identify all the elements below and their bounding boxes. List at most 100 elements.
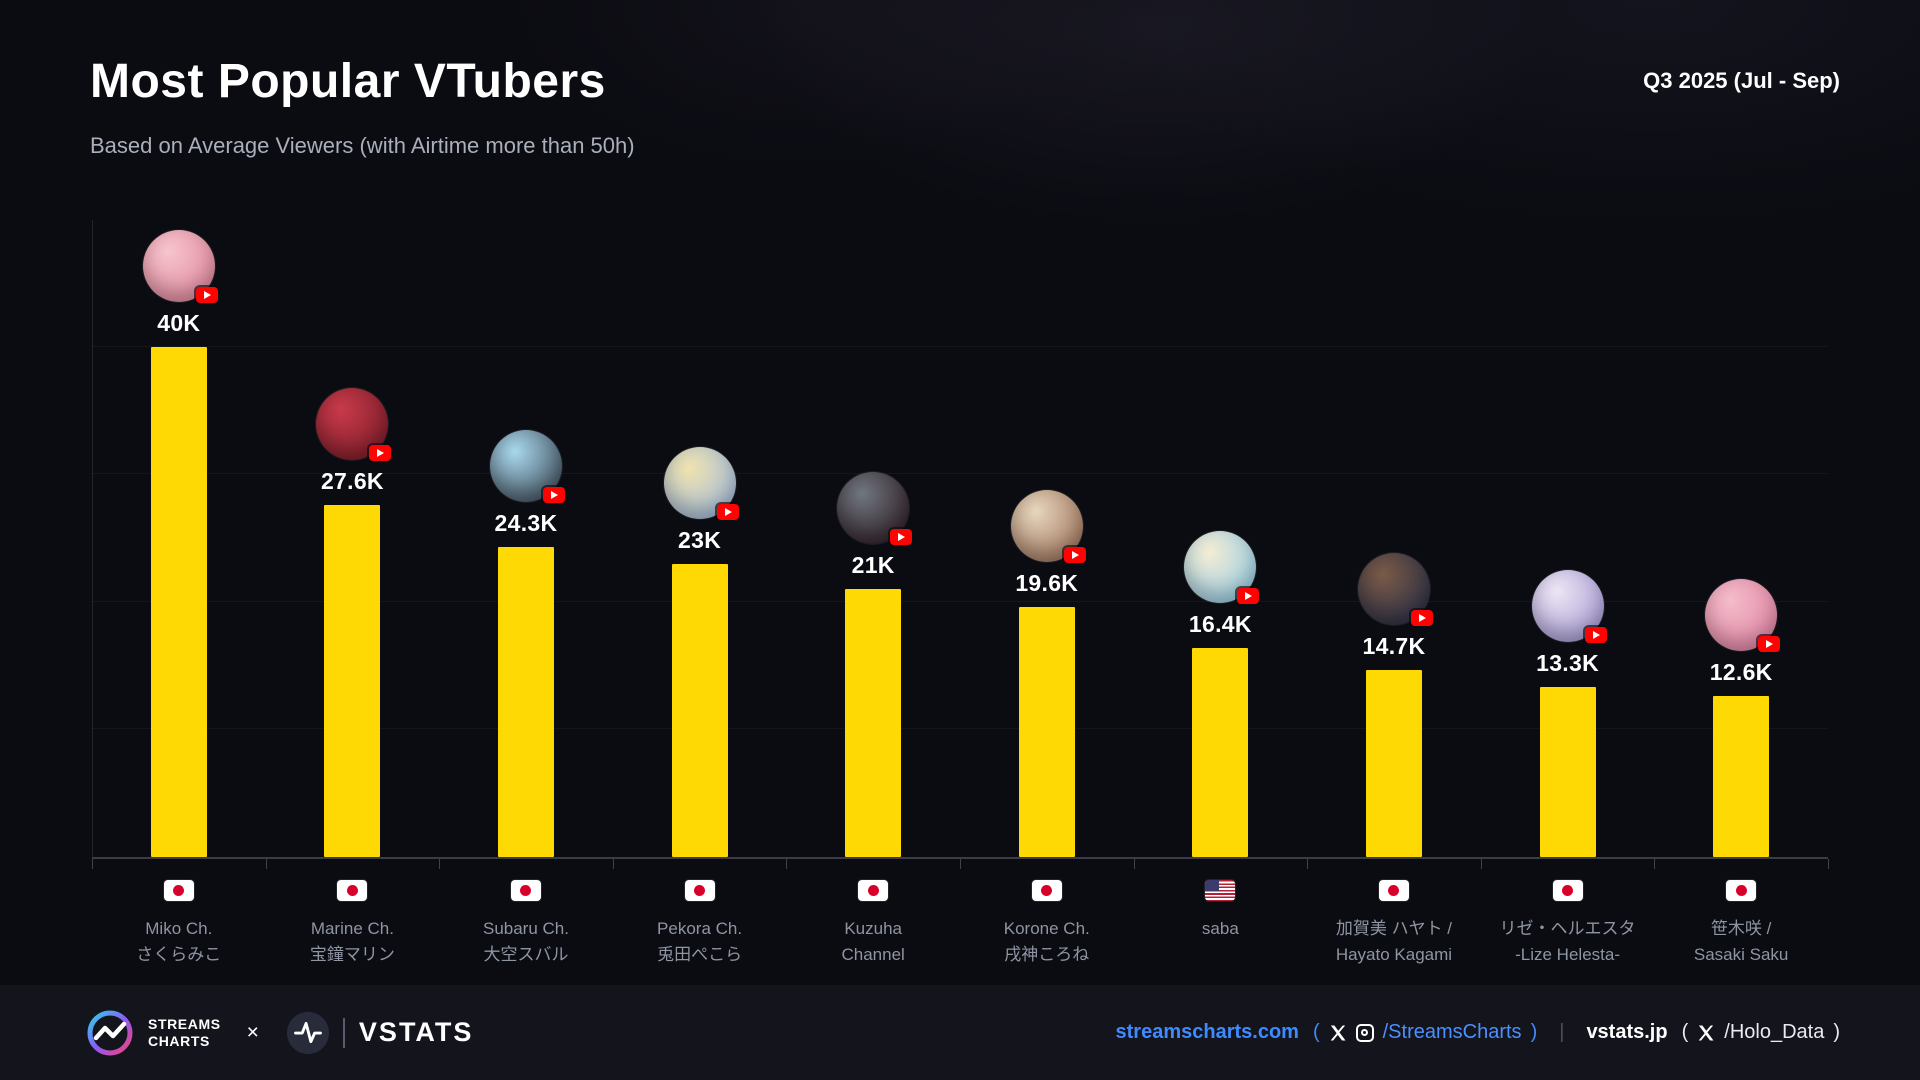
- axis-tick: [960, 859, 961, 869]
- footer-brand-group: STREAMS CHARTS × VSTATS: [86, 1009, 473, 1057]
- vtuber-avatar-wrap: [1357, 553, 1433, 626]
- bar: [1365, 670, 1422, 857]
- category-label-column: Kuzuha Channel: [786, 880, 960, 969]
- bar-columns: 40K 27.6K 24.3K 23K 21K: [92, 220, 1828, 857]
- axis-tick: [1307, 859, 1309, 869]
- vtuber-name-line2: Sasaki Saku: [1693, 945, 1789, 965]
- bar-value-label: 23K: [678, 527, 722, 553]
- flag-japan-icon: [858, 880, 889, 901]
- category-label-column: Subaru Ch. 大空スバル: [439, 880, 613, 969]
- vtuber-avatar-wrap: [837, 472, 913, 545]
- category-label-column: Marine Ch. 宝鐘マリン: [266, 880, 440, 969]
- gridline: [92, 346, 1828, 347]
- vstats-handle[interactable]: /Holo_Data: [1724, 1021, 1825, 1043]
- flag-usa-icon: [1205, 880, 1236, 901]
- bar-column: 21K: [786, 220, 960, 857]
- category-label-column: Miko Ch. さくらみこ: [92, 880, 266, 969]
- footer-links-group: streamscharts.com ( /StreamsCharts ) | v…: [1116, 1021, 1840, 1044]
- vtuber-name-line1: 笹木咲 /: [1710, 919, 1772, 938]
- bar-value-label: 13.3K: [1536, 650, 1599, 676]
- category-label-column: リゼ・ヘルエスタ -Lize Helesta-: [1481, 880, 1655, 969]
- vtuber-avatar-wrap: [1531, 570, 1607, 643]
- gridline: [92, 728, 1828, 729]
- axis-tick: [1480, 859, 1482, 869]
- bar-column: 13.3K: [1481, 220, 1655, 857]
- vtuber-name-line1: 加賀美 ハヤト /: [1335, 919, 1453, 938]
- vstats-link[interactable]: vstats.jp: [1586, 1021, 1668, 1043]
- youtube-play-triangle: [1071, 551, 1079, 559]
- open-paren: (: [1312, 1021, 1320, 1043]
- youtube-play-triangle: [898, 533, 906, 541]
- youtube-icon: [195, 287, 218, 303]
- vtuber-name-line2: 兎田ぺこら: [657, 945, 743, 965]
- vtuber-avatar-wrap: [1184, 531, 1260, 604]
- footer-divider: |: [1559, 1021, 1565, 1043]
- vtuber-avatar-wrap: [663, 447, 739, 520]
- period-label: Q3 2025 (Jul - Sep): [1643, 68, 1840, 93]
- close-paren: ): [1530, 1021, 1538, 1043]
- vtuber-name-line2: さくらみこ: [136, 945, 222, 965]
- vstats-social: ( /Holo_Data ): [1682, 1021, 1840, 1044]
- bar: [671, 564, 728, 857]
- streamscharts-handle[interactable]: /StreamsCharts: [1382, 1021, 1522, 1043]
- flag-japan-icon: [1726, 880, 1757, 901]
- axis-tick: [786, 859, 788, 869]
- axis-tick: [1654, 859, 1656, 869]
- bar-value-label: 19.6K: [1015, 570, 1079, 596]
- header-left: Most Popular VTubers Based on Average Vi…: [90, 54, 635, 159]
- flag-japan-icon: [1552, 880, 1583, 901]
- category-label-column: saba: [1134, 880, 1308, 969]
- bar: [497, 547, 554, 857]
- bar-value-label: 27.6K: [320, 468, 384, 494]
- gridline: [92, 601, 1828, 602]
- flag-japan-icon: [1378, 880, 1409, 901]
- vtuber-name-line1: Korone Ch.: [1003, 919, 1090, 938]
- bar-value-label: 12.6K: [1709, 659, 1773, 685]
- vtuber-name-line2: 戌神ころね: [1004, 945, 1090, 965]
- youtube-icon: [1237, 588, 1260, 604]
- bar: [1018, 607, 1075, 857]
- bar: [845, 589, 902, 857]
- vtuber-avatar-wrap: [489, 430, 565, 503]
- label-columns: Miko Ch. さくらみこ Marine Ch. 宝鐘マリン Subaru C…: [92, 880, 1828, 969]
- vstats-logo-divider: [342, 1017, 345, 1048]
- youtube-icon: [369, 445, 392, 461]
- collab-x-separator: ×: [246, 1020, 259, 1044]
- bar-value-label: 14.7K: [1362, 633, 1426, 659]
- x-twitter-icon[interactable]: [1697, 1024, 1715, 1042]
- category-label-column: 笹木咲 / Sasaki Saku: [1654, 880, 1828, 969]
- vtuber-name-line2: Hayato Kagami: [1335, 945, 1453, 965]
- x-twitter-icon[interactable]: [1329, 1024, 1347, 1042]
- flag-japan-icon: [510, 880, 541, 901]
- bar-value-label: 40K: [157, 310, 201, 336]
- youtube-icon: [1410, 610, 1433, 626]
- vtuber-name-line2: Channel: [841, 945, 905, 965]
- streams-charts-wordmark-line1: STREAMS: [148, 1015, 221, 1032]
- youtube-play-triangle: [1592, 631, 1600, 639]
- flag-japan-icon: [684, 880, 715, 901]
- category-label-column: Korone Ch. 戌神ころね: [960, 880, 1134, 969]
- youtube-play-triangle: [724, 508, 732, 516]
- vtuber-name-line2: 宝鐘マリン: [309, 945, 395, 965]
- axis-tick: [92, 859, 93, 869]
- vtuber-name-line1: リゼ・ヘルエスタ: [1499, 919, 1636, 938]
- vstats-wordmark: VSTATS: [358, 1017, 474, 1047]
- gridline: [92, 473, 1828, 474]
- vtuber-avatar-wrap: [1705, 579, 1781, 652]
- bar-column: 24.3K: [439, 220, 613, 857]
- youtube-icon: [1063, 547, 1086, 563]
- streamscharts-link[interactable]: streamscharts.com: [1115, 1021, 1299, 1043]
- vtuber-name-line1: Miko Ch.: [145, 919, 213, 938]
- page-subtitle: Based on Average Viewers (with Airtime m…: [90, 133, 635, 158]
- youtube-play-triangle: [550, 491, 558, 499]
- bar: [1192, 648, 1249, 857]
- bar-column: 12.6K: [1654, 220, 1828, 857]
- vtuber-avatar-wrap: [1010, 490, 1086, 563]
- youtube-icon: [890, 529, 913, 545]
- bar-value-label: 16.4K: [1188, 611, 1252, 637]
- youtube-play-triangle: [1766, 640, 1774, 648]
- instagram-icon[interactable]: [1355, 1023, 1374, 1042]
- bar-column: 16.4K: [1134, 220, 1308, 857]
- vtuber-name-line1: Subaru Ch.: [482, 919, 569, 938]
